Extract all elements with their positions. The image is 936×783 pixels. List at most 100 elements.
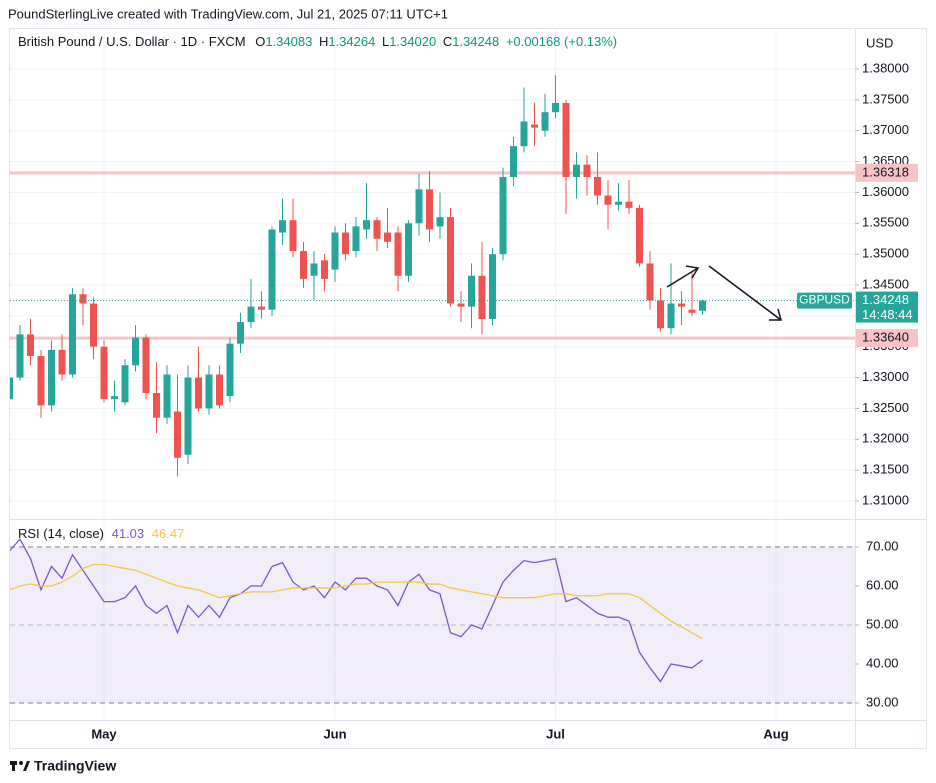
candle-body [415, 189, 423, 224]
candle-body [615, 201, 622, 205]
candle-body [352, 226, 360, 252]
series-line [10, 538, 703, 683]
candle-body [321, 260, 328, 279]
candle-body [27, 334, 34, 356]
candle-body [583, 164, 591, 178]
y-tick-label: 60.00 [866, 577, 899, 592]
candle-body [90, 303, 97, 347]
candle-body [237, 322, 244, 344]
x-tick-label: May [91, 726, 117, 741]
y-tick-label: 70.00 [866, 538, 899, 553]
currency-box[interactable] [858, 31, 924, 57]
candle-body [520, 121, 528, 147]
change: +0.00168 (+0.13%) [506, 34, 617, 49]
y-tick-label: 40.00 [866, 655, 899, 670]
arrow [666, 267, 699, 288]
candle-body [667, 303, 675, 329]
ohlc-value: 1.34083 [265, 34, 312, 49]
candle-body [510, 146, 517, 178]
y-tick-label: 1.32000 [862, 431, 909, 446]
ohlc-key: L [382, 34, 389, 49]
plot-area [10, 29, 855, 720]
candle-body [394, 232, 402, 276]
rsi-ma-value: 46.47 [152, 526, 185, 541]
candle-body [699, 300, 706, 311]
candle-body [289, 220, 297, 252]
candle-body [37, 355, 45, 406]
candle-body [384, 232, 391, 242]
candle-body [69, 294, 76, 375]
candle-body [100, 346, 108, 400]
rsi-legend: RSI (14, close) 41.03 46.47 [18, 526, 184, 541]
arrow-head [769, 308, 782, 321]
candle-body [184, 377, 192, 455]
candle-body [163, 374, 171, 418]
candle-body [447, 217, 454, 304]
candle-body [279, 220, 286, 233]
series-line [10, 563, 703, 640]
candle-body [478, 275, 486, 319]
candle-body [646, 263, 654, 301]
y-tick-label: 1.31500 [862, 462, 909, 477]
candle-body [541, 112, 549, 131]
candle-body [121, 365, 129, 403]
candle-body [342, 232, 349, 255]
ohlc-value: 1.34264 [328, 34, 375, 49]
candle-body [79, 294, 87, 304]
candle-body [216, 374, 223, 406]
candle-body [268, 229, 276, 310]
candle-body [58, 349, 66, 375]
y-tick-label: 1.35500 [862, 215, 909, 230]
candle-body [457, 303, 465, 307]
currency[interactable]: USD [866, 35, 893, 50]
candle-body [226, 343, 234, 397]
candle-body [625, 201, 633, 208]
candle-body [499, 177, 507, 255]
rsi-value: 41.03 [112, 526, 145, 541]
candle-body [331, 232, 339, 270]
candle-body [174, 411, 181, 458]
ohlc-value: 1.34248 [452, 34, 499, 49]
ohlc-key: O [255, 34, 265, 49]
candle-body [373, 220, 381, 239]
candle-body [604, 195, 612, 205]
candle-body [678, 303, 685, 307]
candle-body [636, 207, 643, 264]
candle-body [195, 377, 202, 409]
candle-body [247, 306, 255, 323]
candle-body [657, 300, 664, 329]
y-tick-label: 1.36000 [862, 184, 909, 199]
candle-body [573, 164, 580, 178]
candle-body [132, 337, 139, 366]
candle-body [48, 349, 55, 406]
ohlc-key: H [319, 34, 328, 49]
y-tick-label: 1.35000 [862, 246, 909, 261]
candle-body [16, 334, 24, 378]
candle-body [300, 251, 307, 279]
x-tick-label: Jun [323, 726, 346, 741]
candle-body [594, 177, 601, 196]
candle-body [531, 124, 538, 128]
frame [9, 28, 927, 749]
symbol-box [797, 292, 852, 309]
legend: British Pound / U.S. Dollar · 1D · FXCM … [18, 34, 617, 49]
y-tick-label: 30.00 [866, 694, 899, 709]
price-label: 1.34248 [862, 292, 909, 307]
candle-body [405, 223, 412, 276]
ohlc-key: C [443, 34, 452, 49]
level-label-box [856, 329, 918, 348]
arrow [708, 265, 782, 321]
level-label-box [856, 163, 918, 182]
drawings [666, 265, 782, 321]
candle-body [142, 337, 150, 394]
countdown: 14:48:44 [862, 307, 913, 322]
candle-body [111, 396, 118, 400]
candle-body [363, 220, 370, 230]
y-tick-label: 50.00 [866, 616, 899, 631]
y-tick-label: 1.31000 [862, 492, 909, 507]
y-tick-label: 1.37000 [862, 122, 909, 137]
price-box [856, 291, 918, 323]
candle-body [258, 306, 265, 310]
candle-body [310, 263, 318, 276]
